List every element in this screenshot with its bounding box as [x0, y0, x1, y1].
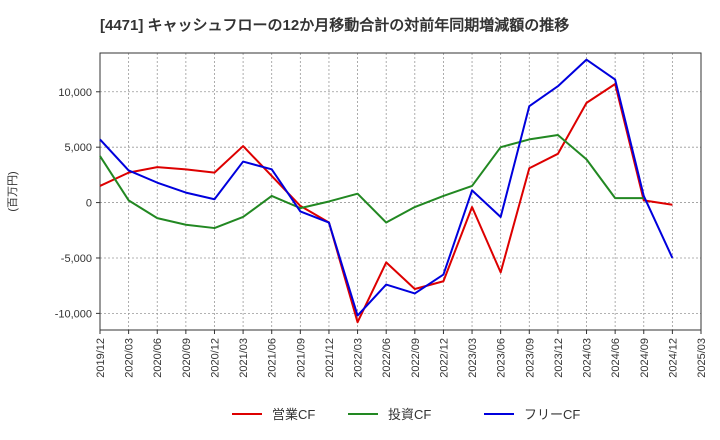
y-tick-label: -10,000	[55, 308, 92, 320]
legend-label-2: 投資CF	[388, 407, 431, 422]
x-tick-label: 2020/06	[152, 338, 164, 378]
x-tick-label: 2021/03	[238, 338, 250, 378]
y-tick-label: 5,000	[64, 142, 92, 154]
x-tick-label: 2020/09	[181, 338, 193, 378]
x-tick-label: 2025/03	[696, 338, 708, 378]
legend-label-1: 営業CF	[272, 407, 315, 422]
legend-label-3: フリーCF	[524, 407, 580, 422]
x-tick-label: 2019/12	[95, 338, 107, 378]
x-tick-label: 2024/06	[610, 338, 622, 378]
series-line-1	[99, 83, 673, 324]
x-tick-label: 2022/06	[381, 338, 393, 378]
x-tick-label: 2021/12	[324, 338, 336, 378]
x-tick-label: 2023/03	[467, 338, 479, 378]
x-tick-label: 2022/03	[353, 338, 365, 378]
x-tick-label: 2021/06	[267, 338, 279, 378]
x-tick-label: 2023/12	[553, 338, 565, 378]
chart-title: [4471] キャッシュフローの12か月移動合計の対前年同期増減額の推移	[100, 17, 570, 34]
x-tick-label: 2024/12	[667, 338, 679, 378]
y-tick-label: -5,000	[61, 253, 92, 265]
x-tick-label: 2022/09	[410, 338, 422, 378]
x-tick-label: 2021/09	[295, 338, 307, 378]
y-axis-label: (百万円)	[7, 171, 19, 211]
series-line-3	[99, 58, 674, 317]
y-tick-label: 10,000	[58, 87, 92, 99]
x-tick-label: 2024/03	[582, 338, 594, 378]
y-tick-label: 0	[86, 198, 92, 210]
x-tick-label: 2020/12	[209, 338, 221, 378]
x-tick-label: 2022/12	[438, 338, 450, 378]
plot-area	[100, 53, 701, 330]
x-tick-label: 2024/09	[639, 338, 651, 378]
x-tick-label: 2023/09	[524, 338, 536, 378]
x-tick-label: 2023/06	[496, 338, 508, 378]
plot-frame	[99, 52, 702, 331]
series-line-2	[99, 133, 644, 230]
x-tick-label: 2020/03	[124, 338, 136, 378]
